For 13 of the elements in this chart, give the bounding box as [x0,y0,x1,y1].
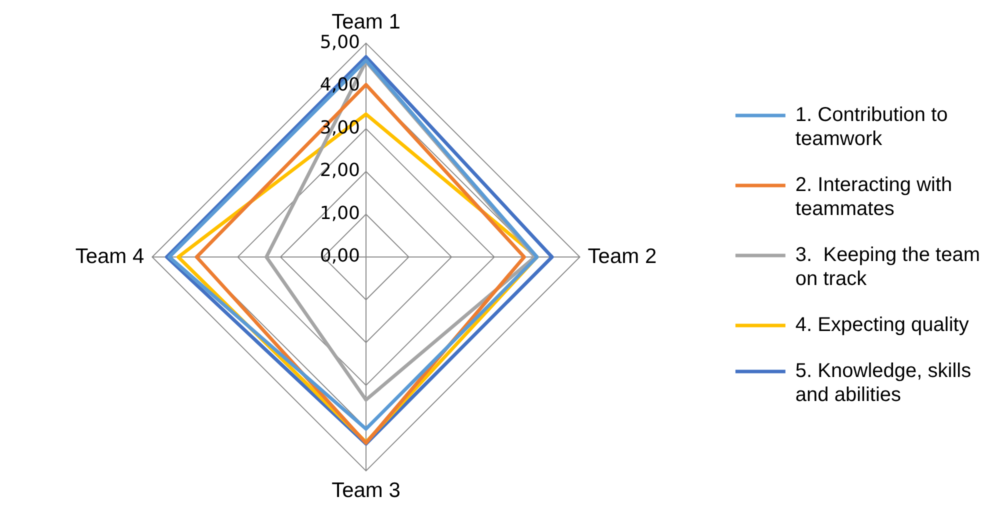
spoke-label: Team 1 [332,10,400,34]
y-tick-label: 2,00 [320,160,360,182]
y-tick-label: 0,00 [320,246,360,267]
spoke-label: Team 2 [588,244,657,268]
spoke-label: Team 3 [332,479,400,502]
legend-label: 1. Contribution to teamwork [795,104,948,150]
legend-label: 4. Expecting quality [795,314,969,336]
legend-label: 2. Interacting with teammates [795,174,952,220]
spoke-label: Team 4 [75,244,145,268]
legend-label: 5. Knowledge, skills and abilities [795,360,972,406]
legend-label: 3. Keeping the team on track [795,244,980,290]
y-tick-label: 1,00 [320,202,360,224]
y-tick-label: 5,00 [320,32,360,53]
